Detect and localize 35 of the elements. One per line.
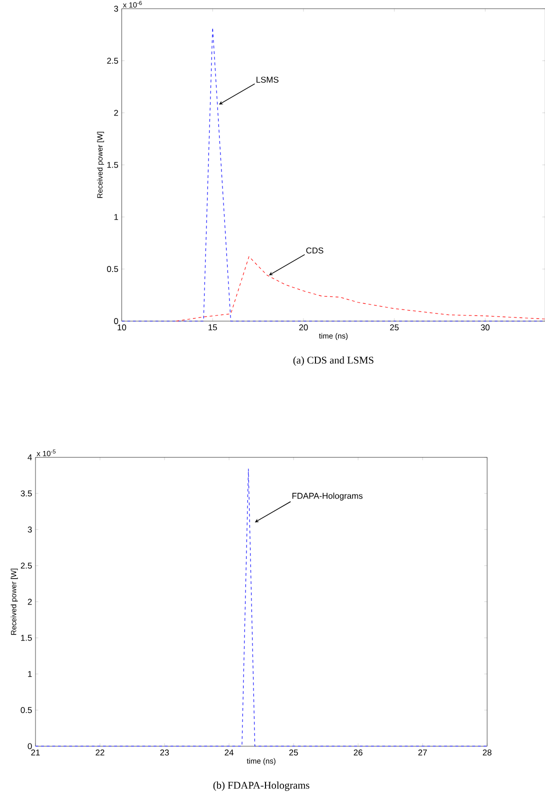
y-tick-label: 3 bbox=[28, 526, 32, 533]
y-tick-label: 1.5 bbox=[20, 634, 32, 641]
text: (a) CDS and LSMS bbox=[293, 356, 374, 366]
annotation: LSMS bbox=[256, 76, 278, 83]
text: (b) FDAPA-Holograms bbox=[213, 782, 310, 791]
x-tick-label: 21 bbox=[31, 749, 40, 756]
x-tick-label: 20 bbox=[298, 324, 308, 330]
x-tick-label: 25 bbox=[289, 749, 298, 756]
x-tick-label: 26 bbox=[354, 749, 362, 756]
x-tick-label: 28 bbox=[482, 749, 492, 756]
x-tick-label: 24 bbox=[224, 749, 234, 756]
x-tick-label: 22 bbox=[96, 749, 104, 756]
x-tick-label: 15 bbox=[208, 324, 217, 330]
y-tick-label: 0.5 bbox=[106, 266, 118, 272]
y-tick-label: 0.5 bbox=[20, 707, 32, 714]
y-tick-label: 1 bbox=[114, 214, 118, 220]
y-tick-label: 3 bbox=[114, 6, 118, 12]
x-tick-label: 27 bbox=[418, 749, 427, 756]
x-tick-label: 30 bbox=[480, 324, 490, 330]
y-tick-label: 2.5 bbox=[20, 562, 32, 569]
y-tick-label: 0 bbox=[28, 743, 32, 750]
y-tick-label: 1.5 bbox=[107, 162, 118, 168]
y-tick-label: 2 bbox=[28, 598, 32, 605]
y-tick-label: 4 bbox=[27, 454, 32, 460]
y-tick-label: 2.5 bbox=[106, 58, 118, 64]
annotation: CDS bbox=[306, 247, 324, 254]
y-tick-label: 3.5 bbox=[20, 490, 32, 496]
y-tick-label: 2 bbox=[114, 110, 118, 116]
x-tick-label: 23 bbox=[160, 749, 169, 756]
x-tick-label: 10 bbox=[117, 324, 126, 330]
x-tick-label: 25 bbox=[390, 324, 398, 330]
line-series bbox=[176, 256, 545, 322]
annotation: FDAPA-Holograms bbox=[292, 492, 362, 500]
y-tick-label: 1 bbox=[28, 671, 32, 677]
y-tick-label: 0 bbox=[114, 318, 118, 324]
